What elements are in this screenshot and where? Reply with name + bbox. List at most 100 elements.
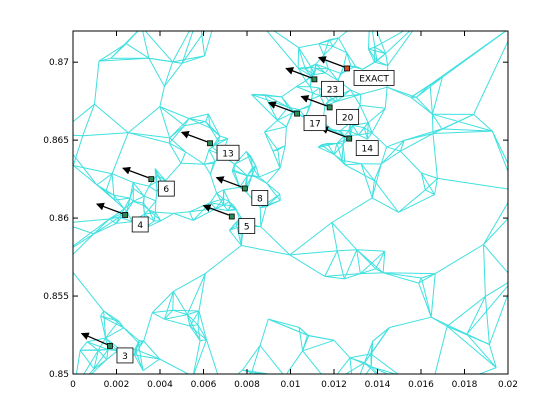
mesh-edge: [125, 43, 150, 59]
mesh-edge: [144, 195, 157, 202]
mesh-edge: [73, 134, 83, 137]
mesh-edge: [380, 140, 405, 165]
mesh-edge: [386, 146, 401, 152]
mesh-edge: [113, 194, 131, 199]
mesh-edge: [370, 353, 399, 374]
x-tick-label: 0.014: [365, 380, 391, 390]
mesh-edge: [305, 80, 311, 88]
mesh-edge: [209, 173, 218, 194]
mesh-edge: [148, 185, 158, 192]
direction-arrow: [122, 166, 149, 179]
mesh-edge: [336, 357, 351, 374]
mesh-edge: [151, 291, 174, 313]
mesh-edge: [272, 150, 281, 169]
mesh-edge: [359, 250, 386, 274]
mesh-edge: [80, 349, 109, 351]
mesh-edge: [399, 140, 405, 152]
mesh-edge: [148, 209, 162, 222]
mesh-edge: [184, 121, 206, 127]
mesh-edge: [159, 106, 190, 119]
mesh-edge: [189, 202, 211, 213]
mesh-edge: [363, 127, 368, 140]
mesh-edge: [79, 341, 88, 351]
point-marker: [107, 343, 113, 349]
mesh-edge: [165, 162, 182, 181]
mesh-edge: [173, 212, 194, 221]
mesh-edge: [148, 57, 183, 64]
point-label-box: [116, 347, 134, 364]
mesh-edge: [86, 341, 99, 351]
mesh-edge: [344, 130, 350, 137]
direction-arrow: [317, 56, 345, 68]
mesh-edge: [73, 271, 104, 312]
mesh-edge: [223, 204, 229, 211]
mesh-edge: [103, 310, 125, 329]
mesh-edge: [208, 149, 216, 162]
mesh-edge: [349, 357, 353, 374]
mesh-edge: [466, 296, 486, 335]
mesh-edge: [425, 189, 435, 196]
mesh-edge: [418, 277, 422, 284]
mesh-edge: [152, 309, 173, 314]
mesh-edge: [181, 31, 194, 64]
mesh-edge: [305, 68, 312, 77]
mesh-edge: [93, 350, 99, 369]
mesh-edge: [352, 122, 369, 126]
mesh-edge: [342, 143, 346, 165]
mesh-edge: [352, 124, 365, 129]
mesh-edge: [302, 350, 322, 374]
mesh-edge: [148, 181, 157, 187]
mesh-edge: [173, 211, 190, 214]
mesh-edge: [169, 118, 190, 139]
mesh-edge: [133, 200, 144, 207]
mesh-edge: [298, 327, 304, 351]
mesh-edge: [430, 273, 436, 318]
mesh-edge: [164, 318, 191, 327]
mesh-edge: [315, 68, 326, 74]
sample-point: 8: [215, 176, 269, 206]
mesh-edge: [100, 315, 107, 339]
mesh-edge: [213, 161, 216, 164]
mesh-edge: [298, 47, 306, 70]
mesh-edge: [324, 72, 339, 81]
mesh-edge: [299, 104, 311, 111]
mesh-edge: [245, 151, 257, 167]
mesh-edge: [285, 350, 304, 374]
mesh-edge: [371, 163, 382, 199]
mesh-edge: [488, 344, 497, 368]
mesh-edge: [143, 185, 150, 197]
mesh-edge: [235, 209, 242, 218]
mesh-edge: [153, 212, 156, 222]
mesh-edge: [200, 339, 207, 342]
sample-point: 23: [285, 67, 344, 97]
mesh-edge: [333, 154, 346, 166]
mesh-edge: [385, 53, 389, 66]
mesh-edge: [100, 310, 105, 317]
mesh-edge: [344, 273, 361, 280]
mesh-edge: [88, 368, 95, 374]
mesh-edge: [204, 161, 216, 165]
mesh-edge: [342, 52, 348, 68]
mesh-edge: [310, 67, 315, 75]
mesh-edge: [168, 142, 182, 164]
mesh-edge: [374, 46, 386, 54]
mesh-edge: [160, 212, 174, 222]
mesh-edge: [242, 369, 272, 374]
mesh-edge: [311, 95, 321, 100]
point-label: 14: [361, 145, 373, 155]
mesh-edge: [302, 339, 335, 352]
mesh-edge: [73, 165, 113, 175]
point-label: 13: [222, 149, 233, 159]
mesh-edge: [491, 130, 508, 173]
direction-arrow: [80, 332, 108, 346]
mesh-edge: [245, 151, 253, 168]
direction-arrow: [300, 95, 327, 107]
mesh-edge: [284, 126, 287, 146]
mesh-edge: [211, 135, 221, 148]
mesh-edge: [372, 327, 390, 342]
mesh-edge: [421, 273, 436, 279]
mesh-edge: [96, 173, 113, 186]
mesh-edge: [359, 104, 386, 109]
x-tick-label: 0.018: [452, 380, 478, 390]
mesh-edge: [205, 245, 242, 274]
